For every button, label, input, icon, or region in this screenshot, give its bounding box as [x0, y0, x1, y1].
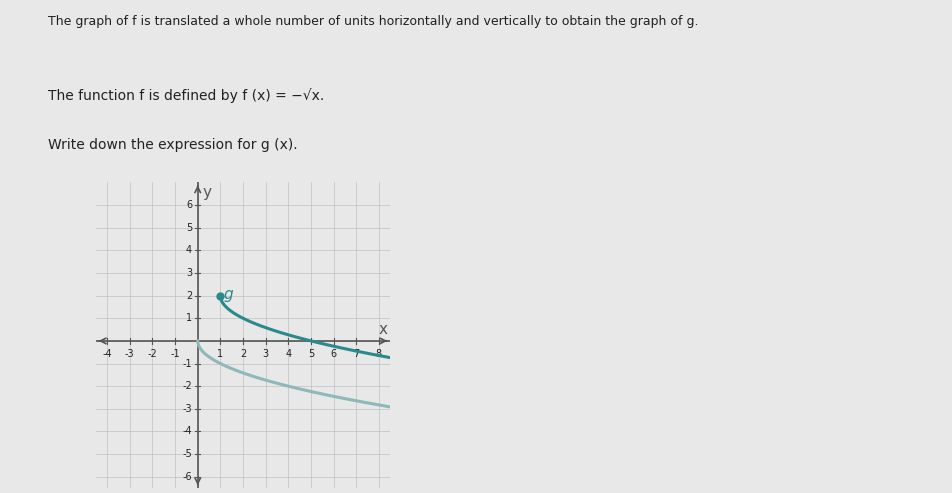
Text: y: y [202, 185, 211, 200]
Text: The graph of f is translated a whole number of units horizontally and vertically: The graph of f is translated a whole num… [48, 15, 698, 28]
Text: 2: 2 [186, 290, 192, 301]
Text: 3: 3 [263, 349, 268, 359]
Text: -2: -2 [148, 349, 157, 359]
Text: -5: -5 [182, 449, 192, 459]
Text: 5: 5 [186, 223, 192, 233]
Text: g: g [224, 287, 233, 302]
Text: 4: 4 [285, 349, 291, 359]
Text: 5: 5 [307, 349, 314, 359]
Text: 4: 4 [186, 246, 192, 255]
Text: -3: -3 [125, 349, 134, 359]
Text: -1: -1 [182, 358, 192, 369]
Text: 8: 8 [375, 349, 382, 359]
Text: The function f is defined by f (x) = −√x.: The function f is defined by f (x) = −√x… [48, 89, 324, 104]
Text: 2: 2 [240, 349, 246, 359]
Text: -3: -3 [182, 404, 192, 414]
Text: 1: 1 [217, 349, 223, 359]
Text: 6: 6 [186, 200, 192, 210]
Text: -6: -6 [182, 472, 192, 482]
Text: x: x [379, 322, 387, 337]
Text: -4: -4 [182, 426, 192, 436]
Text: -1: -1 [170, 349, 180, 359]
Text: 3: 3 [186, 268, 192, 278]
Text: Write down the expression for g (x).: Write down the expression for g (x). [48, 138, 297, 152]
Text: -2: -2 [182, 381, 192, 391]
Text: 6: 6 [330, 349, 336, 359]
Text: 1: 1 [186, 313, 192, 323]
Text: -4: -4 [102, 349, 112, 359]
Text: 7: 7 [353, 349, 359, 359]
